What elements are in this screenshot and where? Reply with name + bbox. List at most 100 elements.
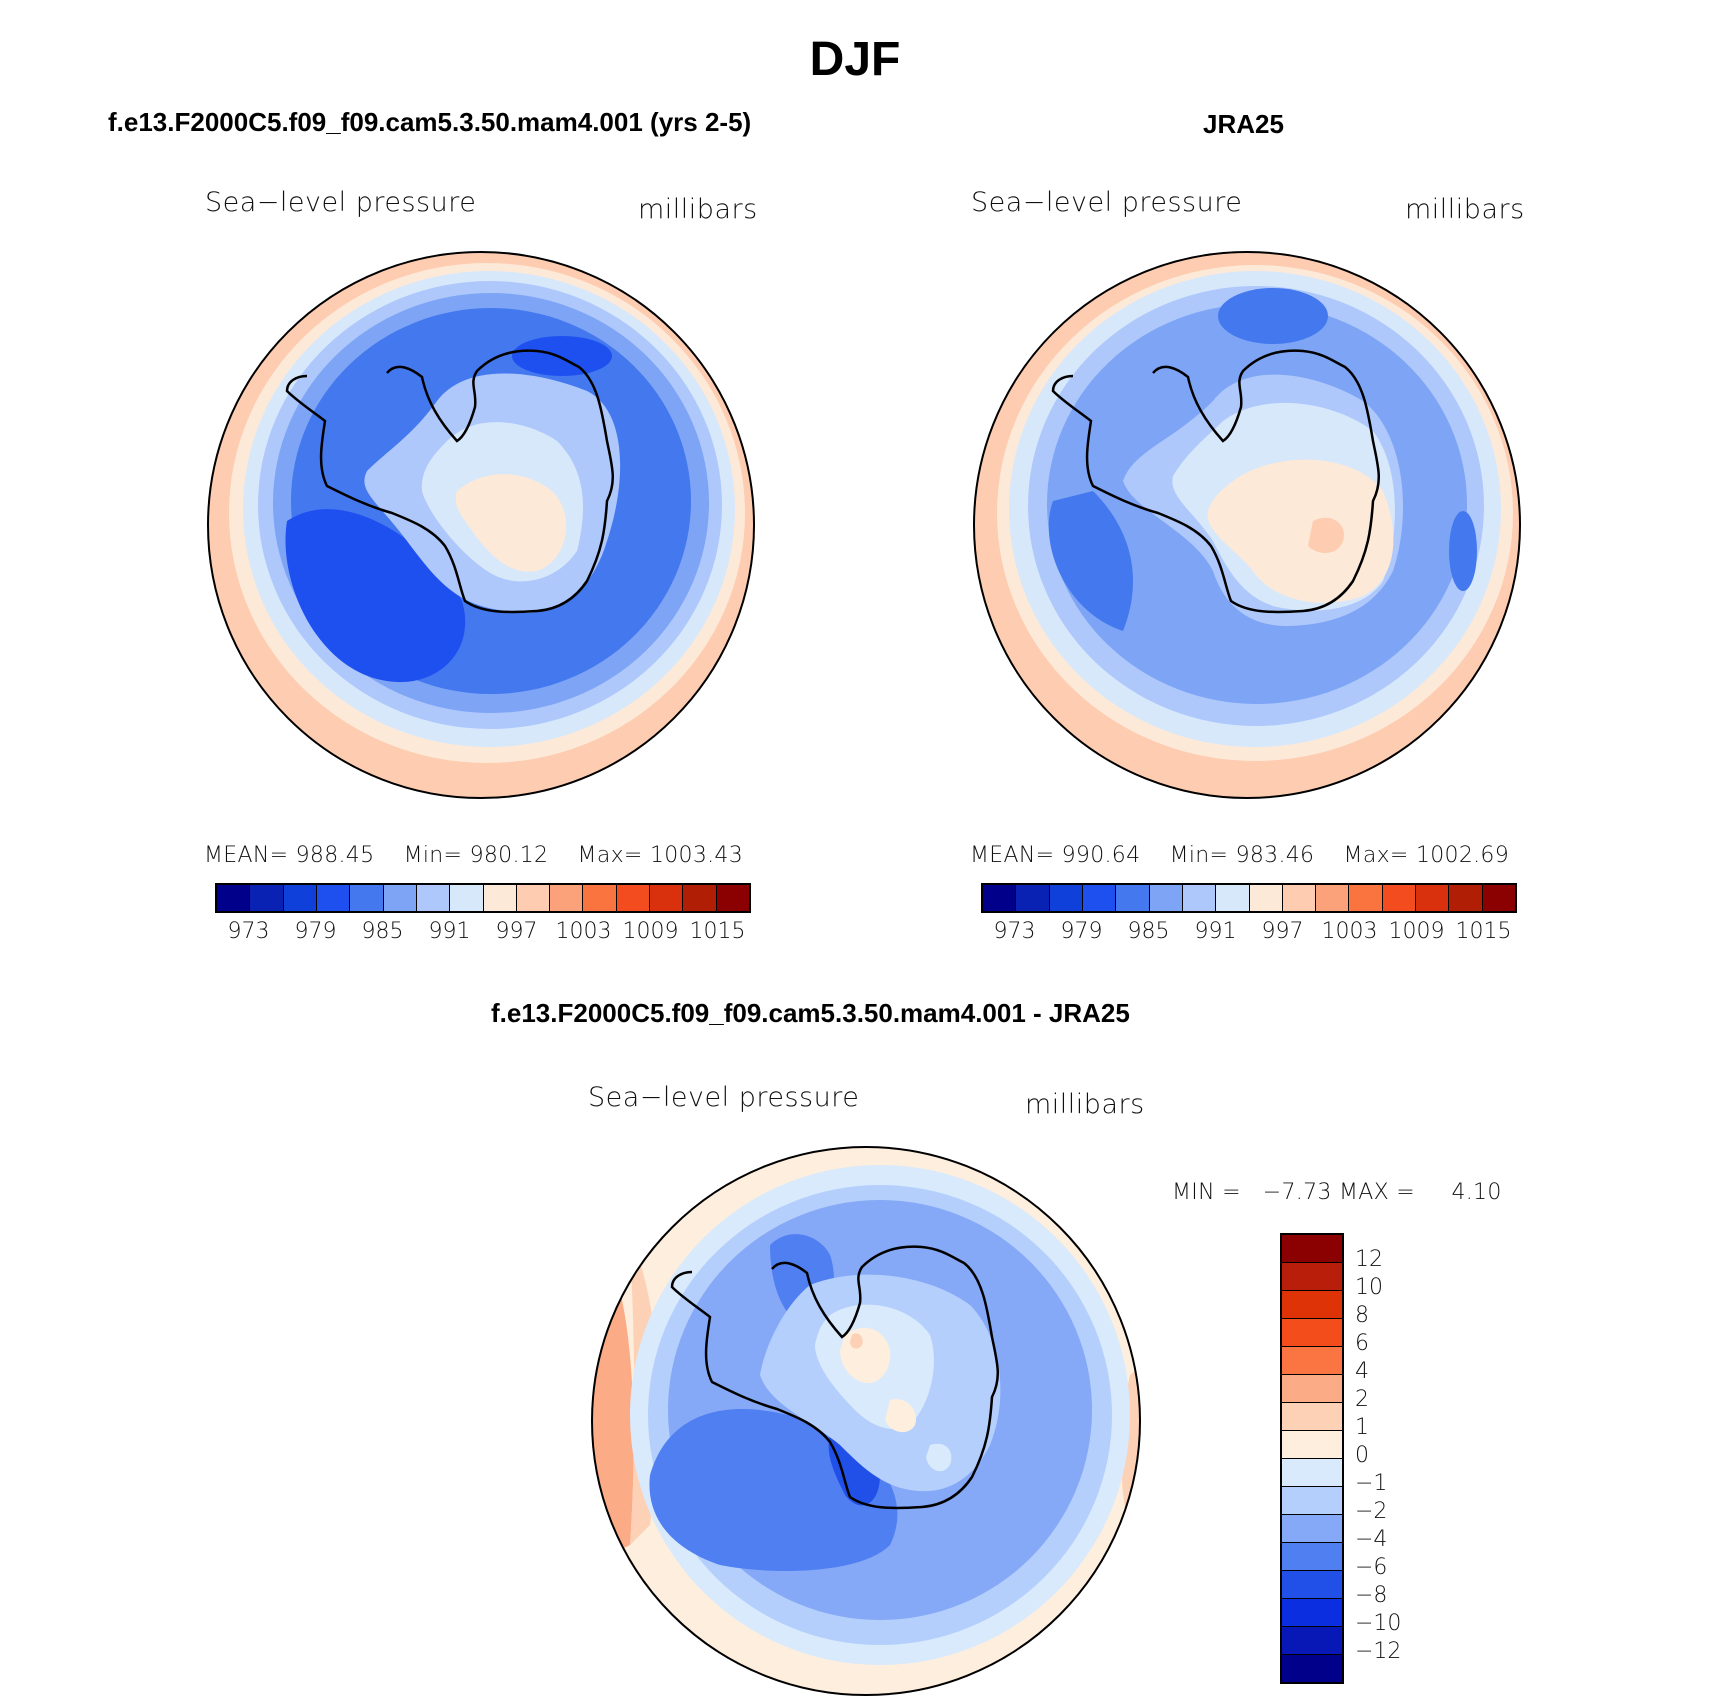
diff-min: −7.73: [1262, 1180, 1332, 1205]
panel-left-units: millibars: [638, 194, 758, 225]
colorbar-box: [1282, 1263, 1342, 1291]
colorbar-tick-label: 12: [1355, 1247, 1383, 1272]
colorbar-tick-label: 997: [495, 919, 538, 944]
panel-right-title: JRA25: [1203, 109, 1284, 139]
colorbar-tick-label: 973: [227, 919, 270, 944]
diff-max: 4.10: [1451, 1180, 1502, 1205]
map-right: [973, 251, 1521, 799]
colorbar-box: [250, 885, 284, 911]
colorbar-box: [1282, 885, 1317, 911]
colorbar-tick-label: −10: [1355, 1611, 1402, 1636]
stat-mean: 988.45: [295, 843, 375, 868]
colorbar-tick-label: 979: [1060, 919, 1103, 944]
colorbar-left-boxes: [215, 883, 751, 913]
colorbar-tick-label: 8: [1355, 1303, 1369, 1328]
colorbar-tick-label: −8: [1355, 1583, 1388, 1608]
colorbar-tick-label: 2: [1355, 1387, 1369, 1412]
colorbar-box: [1249, 885, 1283, 911]
colorbar-box: [1282, 1375, 1342, 1403]
panel-left-stats: MEAN= 988.45 Min= 980.12 Max= 1003.43: [204, 843, 743, 868]
colorbar-box: [483, 885, 517, 911]
colorbar-tick-label: 10: [1355, 1275, 1383, 1300]
colorbar-box: [416, 885, 451, 911]
colorbar-box: [1282, 1347, 1342, 1375]
stat-min: 980.12: [469, 843, 549, 868]
colorbar-box: [1216, 885, 1250, 911]
colorbar-box: [316, 885, 351, 911]
stat-max: 1003.43: [649, 843, 744, 868]
colorbar-box: [983, 885, 1017, 911]
colorbar-box: [1416, 885, 1450, 911]
colorbar-left: 973 979 985 991 997 1003 1009 1015: [215, 883, 751, 944]
colorbar-diff-boxes: [1280, 1233, 1344, 1684]
colorbar-box: [1016, 885, 1050, 911]
colorbar-box: [1282, 1403, 1342, 1431]
panel-diff-minmax: MIN = −7.73 MAX = 4.10: [1172, 1180, 1502, 1205]
colorbar-box: [1282, 1599, 1342, 1627]
colorbar-box: [1282, 1235, 1342, 1263]
colorbar-tick-label: 985: [361, 919, 404, 944]
panel-diff-variable: Sea−level pressure: [588, 1082, 860, 1113]
colorbar-box: [1082, 885, 1117, 911]
diff-min-label: MIN =: [1172, 1180, 1241, 1205]
panel-left-variable: Sea−level pressure: [205, 187, 477, 218]
colorbar-tick-label: 979: [294, 919, 337, 944]
colorbar-diff: [1280, 1233, 1344, 1684]
colorbar-tick-label: 6: [1355, 1331, 1369, 1356]
panel-diff-title: f.e13.F2000C5.f09_f09.cam5.3.50.mam4.001…: [491, 998, 1130, 1028]
colorbar-box: [516, 885, 551, 911]
colorbar-tick-label: 1015: [689, 919, 746, 944]
colorbar-box: [1482, 885, 1515, 911]
panel-right-units: millibars: [1405, 194, 1525, 225]
colorbar-box: [650, 885, 684, 911]
colorbar-box: [683, 885, 717, 911]
panel-diff-units: millibars: [1025, 1089, 1145, 1120]
panel-right-stats: MEAN= 990.64 Min= 983.46 Max= 1002.69: [970, 843, 1509, 868]
colorbar-box: [583, 885, 617, 911]
panel-left-title: f.e13.F2000C5.f09_f09.cam5.3.50.mam4.001…: [108, 107, 752, 137]
colorbar-tick-label: 4: [1355, 1359, 1369, 1384]
colorbar-box: [1282, 1627, 1342, 1655]
colorbar-tick-label: −12: [1355, 1639, 1402, 1664]
stat-mean-label: MEAN=: [204, 843, 289, 868]
colorbar-box: [1282, 1459, 1342, 1487]
colorbar-tick-label: 1: [1355, 1415, 1369, 1440]
colorbar-box: [217, 885, 251, 911]
colorbar-box: [450, 885, 484, 911]
colorbar-tick-label: 1003: [555, 919, 612, 944]
colorbar-box: [350, 885, 384, 911]
stat-max: 1002.69: [1415, 843, 1510, 868]
colorbar-box: [1116, 885, 1150, 911]
colorbar-box: [716, 885, 749, 911]
colorbar-tick-label: −1: [1355, 1471, 1388, 1496]
colorbar-tick-label: 997: [1261, 919, 1304, 944]
stat-min-label: Min=: [403, 843, 463, 868]
colorbar-tick-label: 1009: [622, 919, 679, 944]
map-diff: [591, 1146, 1141, 1696]
colorbar-box: [1049, 885, 1083, 911]
stat-mean-label: MEAN=: [970, 843, 1055, 868]
stat-max-label: Max=: [577, 843, 643, 868]
colorbar-box: [1282, 1655, 1342, 1682]
colorbar-tick-label: 1009: [1388, 919, 1445, 944]
colorbar-box: [1282, 1515, 1342, 1543]
colorbar-box: [283, 885, 317, 911]
diff-max-label: MAX =: [1338, 1180, 1415, 1205]
colorbar-box: [1282, 1291, 1342, 1319]
colorbar-tick-label: 1015: [1455, 919, 1512, 944]
colorbar-tick-label: 1003: [1321, 919, 1378, 944]
colorbar-box: [383, 885, 417, 911]
colorbar-box: [1349, 885, 1383, 911]
colorbar-box: [1449, 885, 1483, 911]
colorbar-right: 973 979 985 991 997 1003 1009 1015: [981, 883, 1517, 944]
stat-min-label: Min=: [1169, 843, 1229, 868]
colorbar-tick-label: −2: [1355, 1499, 1388, 1524]
colorbar-tick-label: 973: [993, 919, 1036, 944]
colorbar-box: [1149, 885, 1183, 911]
colorbar-tick-label: 991: [428, 919, 471, 944]
figure-title: DJF: [809, 33, 901, 86]
colorbar-tick-label: 985: [1127, 919, 1170, 944]
colorbar-box: [1282, 1487, 1342, 1515]
colorbar-box: [1382, 885, 1417, 911]
